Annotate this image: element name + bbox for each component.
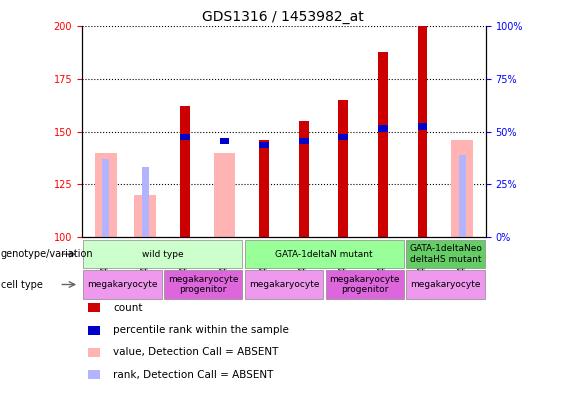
Bar bbox=[259, 142, 269, 149]
Text: wild type: wild type bbox=[142, 249, 184, 259]
Bar bbox=[180, 134, 190, 140]
Bar bbox=[299, 138, 308, 144]
Bar bbox=[95, 153, 116, 237]
Bar bbox=[180, 107, 190, 237]
Bar bbox=[245, 240, 404, 269]
Text: megakaryocyte
progenitor: megakaryocyte progenitor bbox=[329, 275, 400, 294]
Bar bbox=[83, 270, 162, 299]
Bar bbox=[378, 51, 388, 237]
Bar bbox=[338, 100, 348, 237]
Text: GATA-1deltaNeo
deltaHS mutant: GATA-1deltaNeo deltaHS mutant bbox=[409, 245, 482, 264]
Bar bbox=[406, 240, 485, 269]
Bar bbox=[406, 270, 485, 299]
Bar bbox=[418, 123, 428, 130]
Bar bbox=[418, 26, 428, 237]
Bar bbox=[102, 159, 109, 237]
Bar bbox=[134, 195, 156, 237]
Bar bbox=[220, 138, 229, 144]
Text: genotype/variation: genotype/variation bbox=[1, 249, 93, 259]
Text: percentile rank within the sample: percentile rank within the sample bbox=[113, 325, 289, 335]
Bar bbox=[325, 270, 404, 299]
Text: megakaryocyte
progenitor: megakaryocyte progenitor bbox=[168, 275, 238, 294]
Bar bbox=[245, 270, 323, 299]
Bar bbox=[83, 240, 242, 269]
Bar bbox=[299, 121, 308, 237]
Bar bbox=[214, 153, 236, 237]
Bar bbox=[459, 155, 466, 237]
Text: GDS1316 / 1453982_at: GDS1316 / 1453982_at bbox=[202, 10, 363, 24]
Text: megakaryocyte: megakaryocyte bbox=[87, 280, 158, 289]
Bar bbox=[142, 167, 149, 237]
Bar bbox=[259, 140, 269, 237]
Text: megakaryocyte: megakaryocyte bbox=[410, 280, 481, 289]
Text: count: count bbox=[113, 303, 142, 313]
Text: cell type: cell type bbox=[1, 279, 42, 290]
Text: GATA-1deltaN mutant: GATA-1deltaN mutant bbox=[276, 249, 373, 259]
Bar bbox=[378, 125, 388, 132]
Text: megakaryocyte: megakaryocyte bbox=[249, 280, 319, 289]
Bar bbox=[164, 270, 242, 299]
Bar bbox=[338, 134, 348, 140]
Text: rank, Detection Call = ABSENT: rank, Detection Call = ABSENT bbox=[113, 370, 273, 379]
Text: value, Detection Call = ABSENT: value, Detection Call = ABSENT bbox=[113, 347, 279, 357]
Bar bbox=[451, 140, 473, 237]
